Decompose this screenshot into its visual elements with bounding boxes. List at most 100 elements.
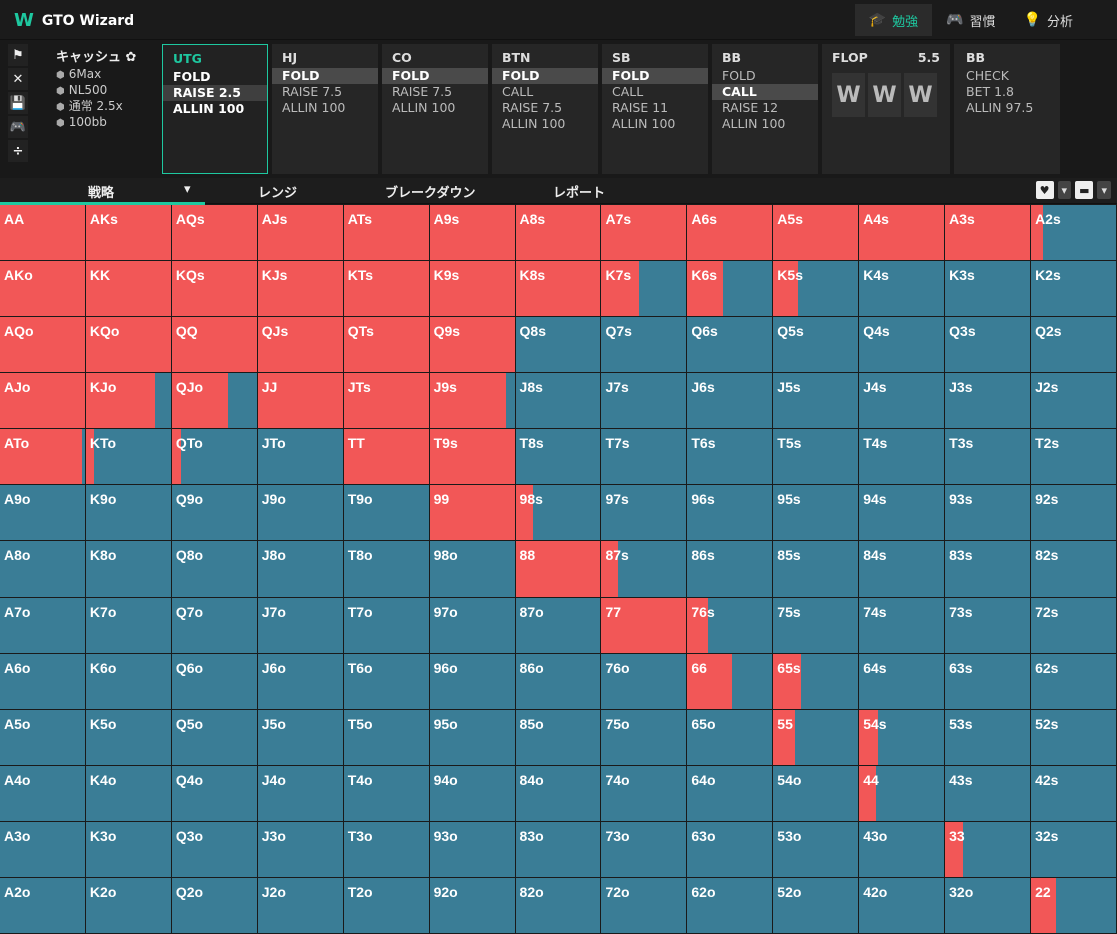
hand-cell[interactable]: T5s — [773, 429, 860, 486]
hand-cell[interactable]: 95o — [429, 709, 516, 766]
hand-cell[interactable]: J8o — [257, 541, 344, 598]
hand-cell[interactable]: 76o — [601, 653, 688, 710]
hand-cell[interactable]: Q3s — [945, 317, 1032, 374]
hand-cell[interactable]: T4o — [343, 765, 430, 822]
hand-cell[interactable]: KQo — [85, 317, 172, 374]
hand-cell[interactable]: 86s — [687, 541, 774, 598]
hand-cell[interactable]: A3o — [0, 821, 86, 878]
hand-cell[interactable]: T9s — [429, 429, 516, 486]
action-option[interactable]: RAISE 7.5 — [282, 84, 343, 99]
hand-cell[interactable]: 64s — [859, 653, 946, 710]
hand-cell[interactable]: 88 — [515, 541, 602, 598]
hand-cell[interactable]: 66 — [687, 653, 774, 710]
hand-cell[interactable]: Q6o — [171, 653, 258, 710]
hand-cell[interactable]: 55 — [773, 709, 860, 766]
hand-cell[interactable]: 76s — [687, 597, 774, 654]
hand-cell[interactable]: 94o — [429, 765, 516, 822]
hand-cell[interactable]: AKs — [85, 205, 172, 262]
hand-cell[interactable]: 85o — [515, 709, 602, 766]
hand-cell[interactable]: T6s — [687, 429, 774, 486]
hand-cell[interactable]: K6s — [687, 261, 774, 318]
hand-cell[interactable]: AJs — [257, 205, 344, 262]
hand-cell[interactable]: JTs — [343, 373, 430, 430]
hand-cell[interactable]: 53o — [773, 821, 860, 878]
hand-cell[interactable]: A7o — [0, 597, 86, 654]
hand-cell[interactable]: 83s — [945, 541, 1032, 598]
bookmark-icon[interactable]: ⚑ — [8, 44, 28, 66]
hand-cell[interactable]: J2s — [1031, 373, 1117, 430]
hand-cell[interactable]: 65o — [687, 709, 774, 766]
hand-cell[interactable]: AQs — [171, 205, 258, 262]
hand-cell[interactable]: A7s — [601, 205, 688, 262]
hand-cell[interactable]: 54o — [773, 765, 860, 822]
hand-cell[interactable]: A9s — [429, 205, 516, 262]
hand-cell[interactable]: 86o — [515, 653, 602, 710]
hand-cell[interactable]: K6o — [85, 653, 172, 710]
position-panel-co[interactable]: CO FOLD RAISE 7.5 ALLIN 100 — [382, 44, 488, 174]
hand-cell[interactable]: TT — [343, 429, 430, 486]
hand-cell[interactable]: T8s — [515, 429, 602, 486]
hand-cell[interactable]: JTo — [257, 429, 344, 486]
hand-cell[interactable]: K5o — [85, 709, 172, 766]
hand-cell[interactable]: T3o — [343, 821, 430, 878]
app-logo[interactable]: W GTO Wizard — [14, 10, 134, 31]
bb-action-panel[interactable]: BB CHECK BET 1.8 ALLIN 97.5 — [954, 44, 1060, 174]
hand-cell[interactable]: A8s — [515, 205, 602, 262]
hand-cell[interactable]: J3o — [257, 821, 344, 878]
hand-cell[interactable]: 75o — [601, 709, 688, 766]
hand-cell[interactable]: KTo — [85, 429, 172, 486]
hand-cell[interactable]: A6s — [687, 205, 774, 262]
hand-cell[interactable]: J6s — [687, 373, 774, 430]
hand-cell[interactable]: QTo — [171, 429, 258, 486]
hand-cell[interactable]: 75s — [773, 597, 860, 654]
action-option[interactable]: RAISE 7.5 — [502, 100, 563, 115]
tab-range[interactable]: レンジ — [258, 186, 298, 201]
heart-icon[interactable]: ♥ — [1035, 181, 1054, 199]
hand-cell[interactable]: 42s — [1031, 765, 1117, 822]
hand-cell[interactable]: 84o — [515, 765, 602, 822]
hand-cell[interactable]: KJo — [85, 373, 172, 430]
tab-strategy-dropdown[interactable]: ▾ — [184, 182, 191, 197]
hand-cell[interactable]: T4s — [859, 429, 946, 486]
hand-cell[interactable]: 63o — [687, 821, 774, 878]
hand-cell[interactable]: 32s — [1031, 821, 1117, 878]
hand-cell[interactable]: K2o — [85, 877, 172, 934]
hand-cell[interactable]: Q3o — [171, 821, 258, 878]
hand-cell[interactable]: T6o — [343, 653, 430, 710]
hand-cell[interactable]: 72s — [1031, 597, 1117, 654]
hand-cell[interactable]: 65s — [773, 653, 860, 710]
hand-cell[interactable]: J7o — [257, 597, 344, 654]
action-option[interactable]: FOLD — [382, 68, 488, 84]
hand-cell[interactable]: J3s — [945, 373, 1032, 430]
hand-cell[interactable]: QJo — [171, 373, 258, 430]
hand-cell[interactable]: ATo — [0, 429, 86, 486]
hand-cell[interactable]: 72o — [601, 877, 688, 934]
action-option[interactable]: RAISE 7.5 — [392, 84, 453, 99]
hand-cell[interactable]: T7o — [343, 597, 430, 654]
split-icon[interactable]: ÷ — [8, 140, 28, 162]
position-panel-hj[interactable]: HJ FOLD RAISE 7.5 ALLIN 100 — [272, 44, 378, 174]
hand-cell[interactable]: J4o — [257, 765, 344, 822]
nav-item-2[interactable]: 💡 分析 — [1010, 4, 1087, 36]
hand-cell[interactable]: A2o — [0, 877, 86, 934]
hand-cell[interactable]: A3s — [945, 205, 1032, 262]
hand-cell[interactable]: 22 — [1031, 877, 1117, 934]
hand-cell[interactable]: K4o — [85, 765, 172, 822]
save-icon[interactable]: 💾 — [8, 92, 28, 114]
action-option[interactable]: BET 1.8 — [966, 84, 1014, 99]
hand-cell[interactable]: 94s — [859, 485, 946, 542]
hand-cell[interactable]: K9s — [429, 261, 516, 318]
hand-cell[interactable]: J8s — [515, 373, 602, 430]
nav-item-1[interactable]: 🎮 習慣 — [932, 4, 1009, 36]
hand-cell[interactable]: ATs — [343, 205, 430, 262]
hand-cell[interactable]: K4s — [859, 261, 946, 318]
hand-cell[interactable]: 92s — [1031, 485, 1117, 542]
action-option[interactable]: ALLIN 100 — [173, 101, 245, 116]
hand-cell[interactable]: 64o — [687, 765, 774, 822]
hand-cell[interactable]: Q2s — [1031, 317, 1117, 374]
hand-cell[interactable]: KQs — [171, 261, 258, 318]
hand-cell[interactable]: 63s — [945, 653, 1032, 710]
action-option[interactable]: FOLD — [602, 68, 708, 84]
position-panel-btn[interactable]: BTN FOLD CALL RAISE 7.5 ALLIN 100 — [492, 44, 598, 174]
hand-cell[interactable]: J5s — [773, 373, 860, 430]
